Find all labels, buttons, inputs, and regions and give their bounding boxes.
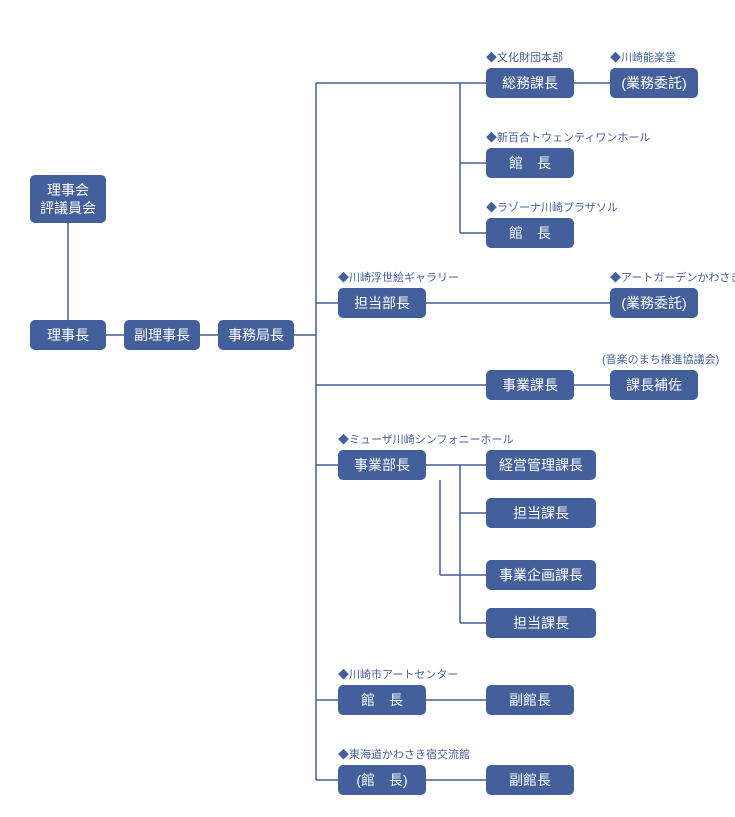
- node-soumukacho: 総務課長: [486, 68, 574, 98]
- node-fukukancho1: 副館長: [486, 685, 574, 715]
- caption-cap-lazona: ◆ラゾーナ川崎プラザソル: [486, 199, 618, 215]
- caption-cap-shinyuri: ◆新百合トウェンティワンホール: [486, 129, 650, 145]
- node-jigyoukikaku: 事業企画課長: [486, 560, 596, 590]
- node-kancho3: 館 長: [338, 685, 426, 715]
- node-jimukyokucho: 事務局長: [218, 320, 294, 350]
- node-itaku1: (業務委託): [610, 68, 698, 98]
- node-fukurijicho: 副理事長: [124, 320, 200, 350]
- node-kachohosa: 課長補佐: [610, 370, 698, 400]
- caption-cap-artcenter: ◆川崎市アートセンター: [338, 666, 458, 682]
- caption-cap-tokaido: ◆東海道かわさき宿交流館: [338, 746, 470, 762]
- node-tantoukacho2: 担当課長: [486, 608, 596, 638]
- caption-cap-bunka: ◆文化財団本部: [486, 49, 563, 65]
- node-tantoukacho1: 担当課長: [486, 498, 596, 528]
- node-rijikai: 理事会評議員会: [30, 175, 106, 223]
- node-tantoubucho: 担当部長: [338, 288, 426, 318]
- caption-cap-ongaku: (音楽のまち推進協議会): [602, 351, 719, 367]
- node-fukukancho2: 副館長: [486, 765, 574, 795]
- node-kancho4: (館 長): [338, 765, 426, 795]
- caption-cap-nogaku: ◆川崎能楽堂: [610, 49, 676, 65]
- node-rijicho: 理事長: [30, 320, 106, 350]
- caption-cap-artgarden: ◆アートガーデンかわさき: [610, 269, 735, 285]
- node-keieikanri: 経営管理課長: [486, 450, 596, 480]
- caption-cap-ukiyoe: ◆川崎浮世絵ギャラリー: [338, 269, 459, 285]
- node-kancho2: 館 長: [486, 218, 574, 248]
- node-jigyoukacho: 事業課長: [486, 370, 574, 400]
- node-jigyoubucho: 事業部長: [338, 450, 426, 480]
- caption-cap-muza: ◆ミューザ川崎シンフォニーホール: [338, 431, 513, 447]
- node-itaku2: (業務委託): [610, 288, 698, 318]
- node-kancho1: 館 長: [486, 148, 574, 178]
